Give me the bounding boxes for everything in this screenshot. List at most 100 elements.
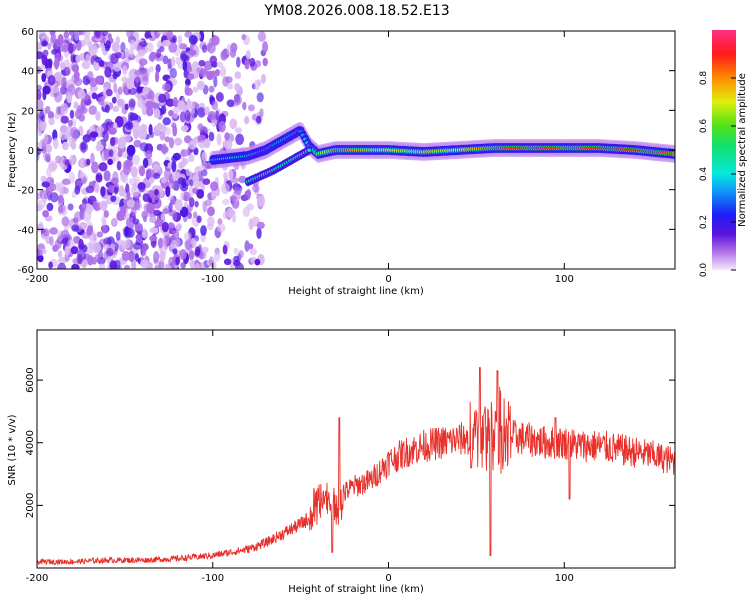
noise-blob: [37, 224, 42, 233]
noise-blob: [77, 253, 83, 265]
noise-blob: [165, 98, 175, 107]
noise-blob: [249, 57, 256, 67]
spectrogram-xtick-label: -200: [26, 274, 49, 285]
noise-blob: [188, 185, 195, 198]
noise-blob: [178, 102, 185, 112]
noise-blob: [244, 59, 250, 70]
noise-blob: [234, 83, 241, 91]
noise-blob: [159, 130, 166, 141]
noise-blob: [168, 256, 176, 268]
snr-xtick-label: -200: [26, 573, 49, 584]
noise-blob: [194, 246, 201, 257]
noise-blob: [149, 207, 154, 219]
noise-blob: [116, 210, 125, 222]
noise-blob: [63, 31, 70, 39]
noise-blob: [134, 253, 140, 262]
noise-blob: [49, 227, 58, 235]
noise-blob: [64, 245, 70, 256]
noise-blob: [187, 212, 192, 220]
noise-blob: [85, 53, 91, 62]
noise-blob: [48, 261, 53, 269]
noise-blob: [94, 56, 102, 63]
noise-blob: [100, 186, 106, 197]
noise-blob: [217, 223, 226, 233]
noise-blob: [142, 87, 150, 95]
noise-blob: [104, 118, 113, 126]
noise-blob: [128, 98, 136, 108]
noise-blob: [113, 259, 121, 269]
noise-blob: [126, 77, 135, 90]
noise-blob: [168, 42, 178, 53]
noise-blob: [55, 37, 64, 48]
noise-blob: [157, 237, 164, 249]
noise-blob: [94, 31, 101, 38]
noise-blob: [211, 100, 219, 110]
noise-blob: [142, 76, 149, 86]
noise-blob: [136, 234, 143, 245]
colorbar-gradient: [712, 30, 736, 270]
noise-blob: [75, 54, 81, 63]
noise-blob: [124, 264, 131, 269]
noise-blob: [164, 136, 171, 143]
noise-blob: [60, 61, 65, 71]
noise-blob: [126, 31, 134, 39]
noise-blob: [226, 208, 235, 219]
snr-xtick-label: 0: [385, 573, 391, 584]
noise-blob: [71, 224, 80, 232]
noise-blob: [192, 211, 198, 219]
noise-blob: [91, 92, 98, 100]
noise-blob: [138, 127, 148, 140]
noise-blob: [197, 123, 204, 131]
noise-blob: [138, 41, 148, 47]
noise-blob: [172, 152, 182, 161]
noise-blob: [208, 131, 215, 142]
noise-blob: [167, 178, 176, 189]
noise-blob: [61, 44, 70, 52]
colorbar-label: Normalized spectral amplitude: [737, 73, 748, 227]
noise-blob: [106, 247, 114, 256]
noise-blob: [69, 154, 76, 166]
noise-blob: [59, 103, 69, 115]
noise-blob: [153, 163, 161, 173]
noise-blob: [208, 85, 215, 93]
noise-blob: [170, 239, 178, 250]
noise-blob: [148, 66, 154, 73]
noise-blob: [41, 192, 48, 203]
noise-blob: [187, 73, 195, 80]
noise-blob: [171, 160, 177, 173]
noise-blob: [175, 256, 180, 266]
noise-blob: [68, 42, 74, 54]
noise-blob: [83, 31, 91, 38]
noise-blob: [257, 31, 267, 42]
noise-blob: [215, 92, 224, 102]
noise-blob: [177, 35, 183, 46]
noise-blob: [90, 152, 95, 165]
noise-blob: [198, 174, 203, 183]
noise-blob: [206, 70, 215, 81]
noise-blob: [138, 58, 148, 66]
noise-blob: [121, 251, 131, 261]
noise-blob: [160, 246, 167, 256]
colorbar: 0.0 0.2 0.4 0.6 0.8 Normalized spectral ampl…: [699, 30, 748, 277]
noise-blob: [66, 91, 73, 104]
noise-blob: [134, 69, 143, 76]
noise-blob: [50, 86, 60, 94]
noise-blob: [57, 262, 67, 269]
noise-blob: [61, 77, 67, 90]
noise-blob: [193, 147, 199, 156]
noise-blob: [110, 137, 116, 147]
noise-blob: [125, 121, 134, 130]
noise-blob: [108, 184, 116, 194]
noise-blob: [198, 60, 206, 67]
noise-blob: [124, 103, 129, 111]
spectrogram-xtick-label: -100: [201, 274, 224, 285]
noise-blob: [218, 120, 226, 133]
noise-blob: [162, 117, 171, 126]
noise-blob: [176, 223, 183, 231]
noise-blob: [62, 178, 71, 185]
noise-blob: [197, 107, 206, 118]
noise-blob: [149, 227, 159, 234]
noise-blob: [189, 197, 195, 208]
noise-blob: [128, 70, 133, 80]
noise-blob: [117, 98, 126, 108]
